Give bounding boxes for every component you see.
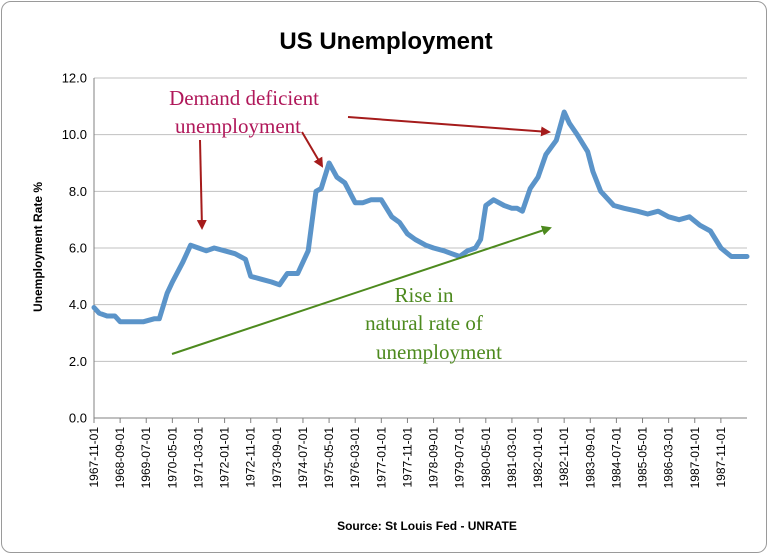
x-tick-label: 1970-05-01 — [165, 427, 179, 489]
x-tick-label: 1980-05-01 — [479, 427, 493, 489]
x-tick-label: 1969-07-01 — [139, 427, 153, 489]
x-tick-label: 1977-11-01 — [400, 427, 414, 488]
y-tick-label: 12.0 — [62, 71, 87, 86]
y-tick-label: 8.0 — [69, 184, 87, 199]
arrow-1982-peak — [347, 116, 551, 137]
y-tick-label: 6.0 — [69, 241, 87, 256]
y-tick-label: 10.0 — [62, 127, 87, 142]
x-tick-label: 1979-07-01 — [453, 427, 467, 489]
x-tick-label: 1981-03-01 — [505, 427, 519, 489]
x-tick-label: 1972-11-01 — [244, 427, 258, 488]
arrow-1971-peak — [196, 139, 207, 230]
y-axis-ticks: 0.0 2.0 4.0 6.0 8.0 10.0 12.0 — [62, 71, 87, 426]
arrow-natural-rate-rise — [171, 225, 552, 355]
x-tick-label: 1977-01-01 — [374, 427, 388, 489]
x-tick-label: 1972-01-01 — [218, 427, 232, 489]
x-tick-label: 1987-11-01 — [714, 427, 728, 488]
x-tick-label: 1983-09-01 — [583, 427, 597, 489]
arrow-1975-peak — [301, 131, 324, 168]
chart-title: US Unemployment — [279, 28, 492, 55]
x-tick-label: 1982-01-01 — [531, 427, 545, 489]
x-tick-label: 1967-11-01 — [87, 427, 101, 488]
x-tick-label: 1975-05-01 — [322, 427, 336, 489]
y-tick-label: 4.0 — [69, 297, 87, 312]
annotation-rise-in: Rise in — [395, 283, 454, 307]
x-tick-label: 1968-09-01 — [113, 427, 127, 489]
x-tick-label: 1973-09-01 — [270, 427, 284, 489]
x-tick-label: 1986-03-01 — [662, 427, 676, 489]
y-tick-label: 2.0 — [69, 354, 87, 369]
x-tick-label: 1978-09-01 — [427, 427, 441, 489]
x-tick-label: 1987-01-01 — [688, 427, 702, 489]
y-axis-label: Unemployment Rate % — [31, 182, 45, 312]
annotation-unemployment-green: unemployment — [376, 340, 502, 364]
x-tick-label: 1971-03-01 — [191, 427, 205, 489]
annotation-unemployment: unemployment — [175, 114, 301, 138]
annotation-demand-deficient: Demand deficient — [169, 86, 319, 110]
x-tick-label: 1984-07-01 — [609, 427, 623, 489]
y-tick-label: 0.0 — [69, 411, 87, 426]
x-axis-ticks: 1967-11-01 1968-09-01 1969-07-01 1970-05-01… — [87, 418, 728, 488]
x-tick-label: 1985-05-01 — [636, 427, 650, 489]
x-tick-label: 1976-03-01 — [348, 427, 362, 489]
x-tick-label: 1974-07-01 — [296, 427, 310, 489]
x-tick-label: 1982-11-01 — [557, 427, 571, 488]
series-line-unemployment — [91, 109, 750, 325]
x-axis-label: Source: St Louis Fed - UNRATE — [337, 519, 517, 533]
annotation-natural-rate-of: natural rate of — [365, 311, 483, 335]
